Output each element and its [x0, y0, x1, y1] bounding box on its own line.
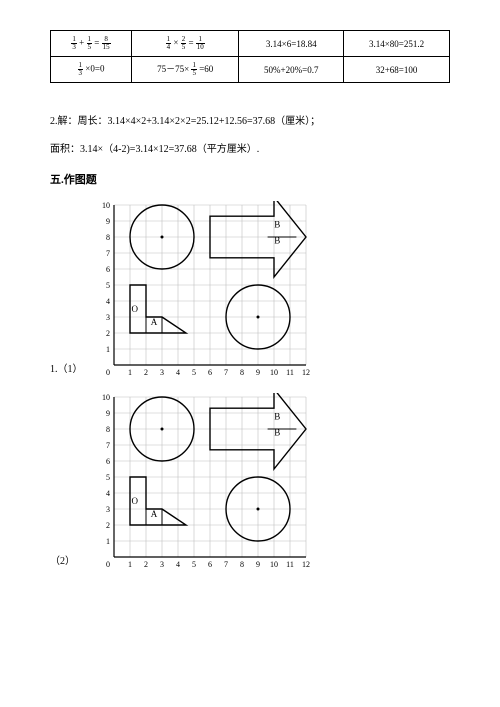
svg-text:5: 5 — [192, 368, 196, 377]
svg-text:5: 5 — [192, 560, 196, 569]
svg-text:6: 6 — [208, 368, 212, 377]
table-cell: 3.14×6=18.84 — [239, 31, 344, 57]
svg-text:3: 3 — [160, 368, 164, 377]
svg-text:9: 9 — [106, 217, 110, 226]
table-cell: 13 ×0=0 — [51, 57, 132, 83]
table-cell: 3.14×80=251.2 — [344, 31, 450, 57]
figure-2-label: （2） — [50, 552, 90, 571]
svg-text:B: B — [274, 411, 280, 421]
svg-text:0: 0 — [106, 560, 110, 569]
svg-text:A: A — [151, 317, 158, 327]
svg-text:4: 4 — [106, 489, 110, 498]
figure-1-svg: 123456789101112123456789100AOBB — [96, 201, 310, 379]
section-5-title: 五.作图题 — [50, 171, 450, 187]
svg-text:6: 6 — [106, 265, 110, 274]
svg-text:11: 11 — [286, 368, 294, 377]
svg-text:8: 8 — [106, 425, 110, 434]
svg-text:12: 12 — [302, 368, 310, 377]
svg-text:1: 1 — [128, 368, 132, 377]
figure-1-label: 1.（1） — [50, 360, 90, 379]
svg-text:3: 3 — [106, 505, 110, 514]
svg-text:A: A — [151, 509, 158, 519]
svg-text:2: 2 — [106, 521, 110, 530]
svg-text:2: 2 — [106, 329, 110, 338]
table-cell: 32+68=100 — [344, 57, 450, 83]
svg-text:9: 9 — [256, 560, 260, 569]
svg-text:B: B — [274, 219, 280, 229]
svg-text:8: 8 — [240, 368, 244, 377]
svg-text:7: 7 — [224, 560, 228, 569]
svg-text:6: 6 — [106, 457, 110, 466]
svg-text:3: 3 — [106, 313, 110, 322]
svg-text:7: 7 — [224, 368, 228, 377]
svg-text:O: O — [132, 304, 139, 314]
svg-text:4: 4 — [106, 297, 110, 306]
svg-text:2: 2 — [144, 560, 148, 569]
svg-text:10: 10 — [270, 368, 278, 377]
figure-2-svg: 123456789101112123456789100AOBB — [96, 393, 310, 571]
figure-2-row: （2） 123456789101112123456789100AOBB — [50, 393, 450, 571]
svg-text:B: B — [274, 427, 280, 437]
svg-text:3: 3 — [160, 560, 164, 569]
svg-text:4: 4 — [176, 560, 180, 569]
svg-text:10: 10 — [102, 201, 110, 210]
svg-text:12: 12 — [302, 560, 310, 569]
svg-text:10: 10 — [270, 560, 278, 569]
svg-text:1: 1 — [128, 560, 132, 569]
q2-line2: 面积：3.14×（4-2)=3.14×12=37.68（平方厘米）. — [50, 139, 450, 161]
svg-text:10: 10 — [102, 393, 110, 402]
table-cell: 14 × 25 = 110 — [132, 31, 239, 57]
svg-text:6: 6 — [208, 560, 212, 569]
svg-text:7: 7 — [106, 441, 110, 450]
table-cell: 50%+20%=0.7 — [239, 57, 344, 83]
svg-text:2: 2 — [144, 368, 148, 377]
svg-text:8: 8 — [240, 560, 244, 569]
svg-text:0: 0 — [106, 368, 110, 377]
svg-text:1: 1 — [106, 345, 110, 354]
table-cell: 75－75× 15 =60 — [132, 57, 239, 83]
q2-line1: 2.解：周长：3.14×4×2+3.14×2×2=25.12+12.56=37.… — [50, 111, 450, 133]
svg-text:9: 9 — [256, 368, 260, 377]
calculation-table: 13 + 15 = 81514 × 25 = 1103.14×6=18.843.… — [50, 30, 450, 83]
svg-text:4: 4 — [176, 368, 180, 377]
svg-text:7: 7 — [106, 249, 110, 258]
svg-text:O: O — [132, 496, 139, 506]
svg-text:5: 5 — [106, 281, 110, 290]
figure-1-row: 1.（1） 123456789101112123456789100AOBB — [50, 201, 450, 379]
svg-text:8: 8 — [106, 233, 110, 242]
svg-text:11: 11 — [286, 560, 294, 569]
table-cell: 13 + 15 = 815 — [51, 31, 132, 57]
svg-text:5: 5 — [106, 473, 110, 482]
svg-text:1: 1 — [106, 537, 110, 546]
svg-text:B: B — [274, 235, 280, 245]
svg-text:9: 9 — [106, 409, 110, 418]
